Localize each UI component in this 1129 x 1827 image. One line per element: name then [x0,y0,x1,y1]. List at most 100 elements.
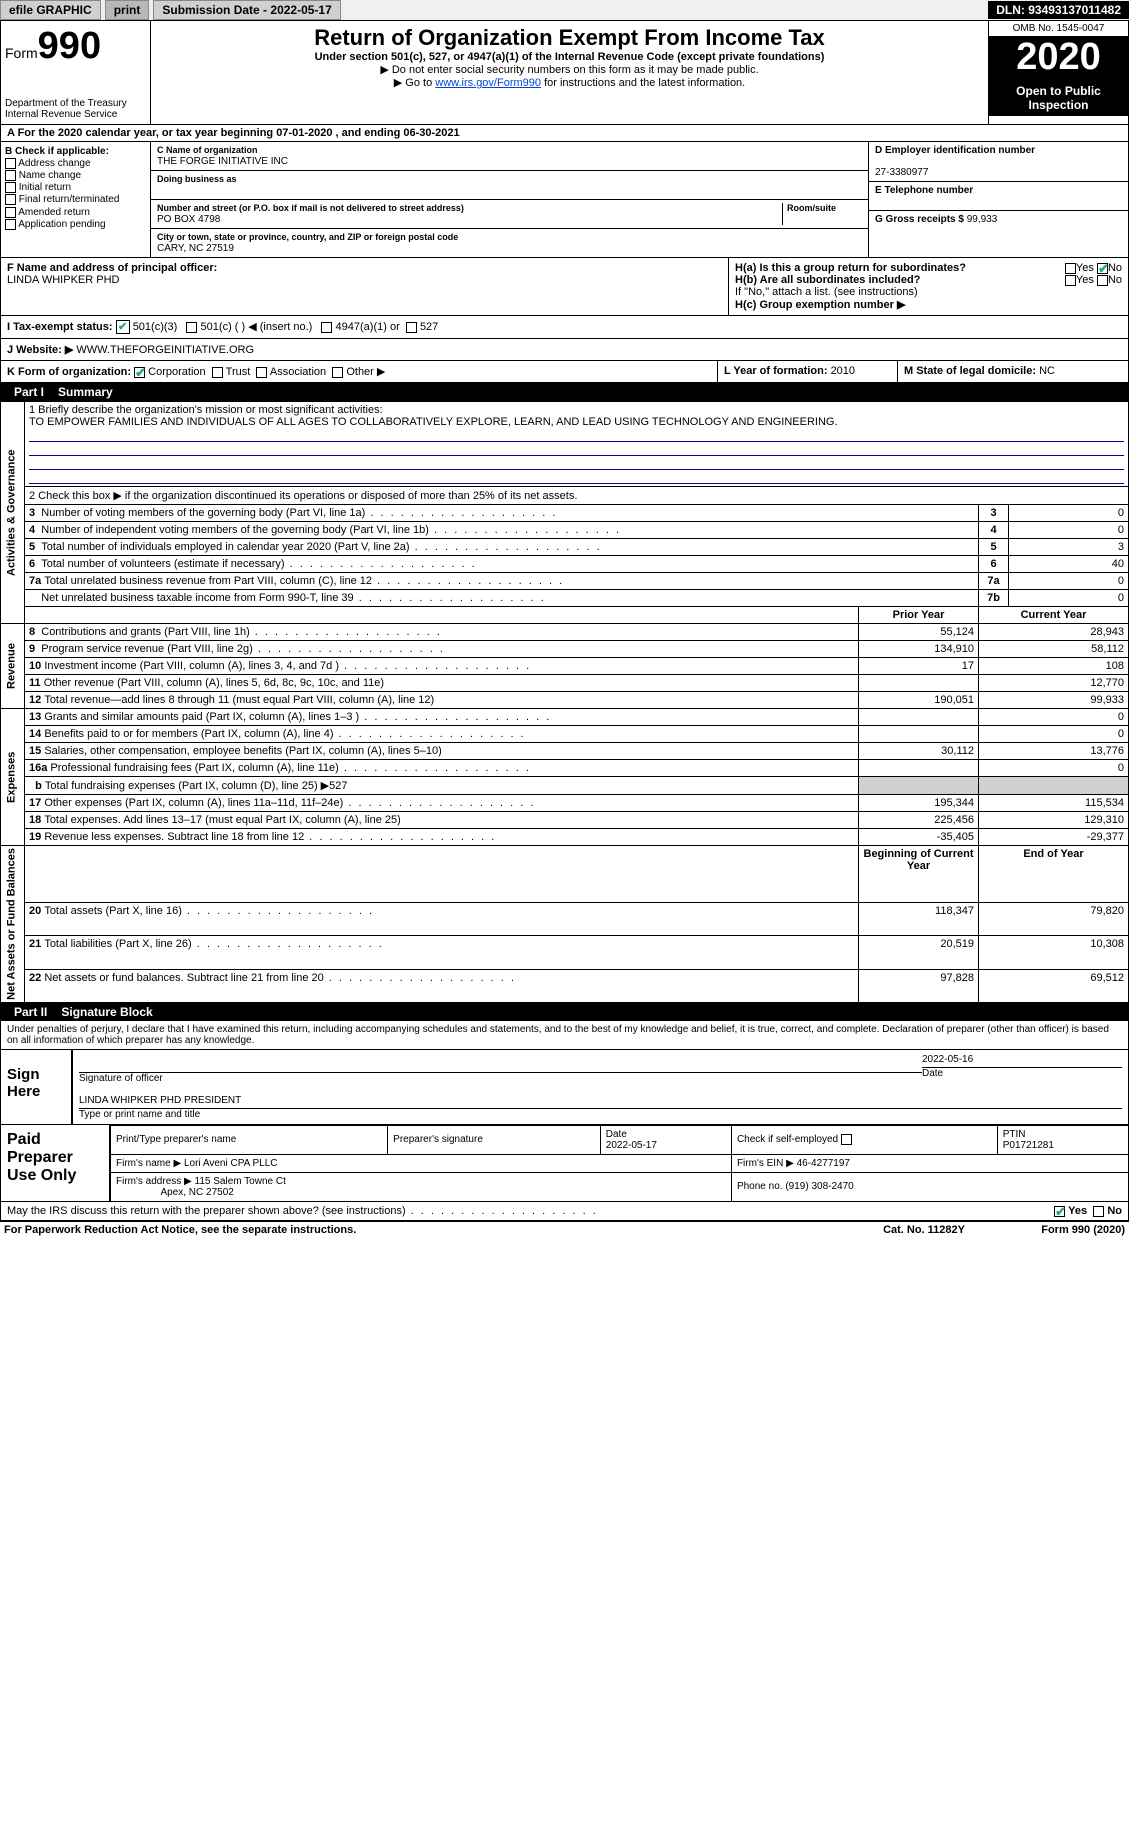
print-button[interactable]: print [105,0,150,20]
gross-receipts-label: G Gross receipts $ [875,214,967,225]
opt-501c3: 501(c)(3) [133,321,178,333]
line8-prior: 55,124 [859,624,979,641]
open-inspection: Open to Public Inspection [989,80,1128,116]
part1-title: Summary [58,385,113,399]
row-j: J Website: ▶ WWW.THEFORGEINITIATIVE.ORG [0,339,1129,361]
cb-corporation[interactable]: ✔ [134,367,145,378]
may-no: No [1107,1205,1122,1217]
form-number: 990 [38,25,101,67]
line7b-value: 0 [1009,590,1129,607]
ptin-label: PTIN [1003,1129,1026,1140]
row-fh: F Name and address of principal officer:… [0,258,1129,316]
year-cell: OMB No. 1545-0047 2020 Open to Public In… [988,21,1128,124]
cb-may-no[interactable] [1093,1206,1104,1217]
cb-may-yes[interactable]: ✔ [1054,1206,1065,1217]
cb-address-change[interactable]: Address change [5,158,146,169]
firm-phone-label: Phone no. [737,1181,785,1192]
dln-value: 93493137011482 [1028,3,1121,17]
cb-application-pending[interactable]: Application pending [5,219,146,230]
line13-text: Grants and similar amounts paid (Part IX… [44,711,551,723]
form-id-cell: Form990 Department of the Treasury Inter… [1,21,151,124]
line7a-value: 0 [1009,573,1129,590]
line16b-text: Total fundraising expenses (Part IX, col… [45,780,348,792]
summary-table: Activities & Governance 1 Briefly descri… [0,401,1129,1003]
ein-value: 27-3380977 [875,167,928,178]
line8-cur: 28,943 [979,624,1129,641]
group-expenses: Expenses [1,709,25,846]
line16a-text: Professional fundraising fees (Part IX, … [50,762,531,774]
preparer-name-label: Print/Type preparer's name [111,1125,388,1154]
signature-date-label: Date [922,1068,943,1079]
form-org-label: K Form of organization: [7,366,131,378]
line22-text: Net assets or fund balances. Subtract li… [44,972,516,984]
line10-text: Investment income (Part VIII, column (A)… [44,660,531,672]
ein-label: D Employer identification number [875,145,1035,156]
addr-value: PO BOX 4798 [157,214,220,225]
line-a-period: A For the 2020 calendar year, or tax yea… [0,125,1129,142]
opt-4947: 4947(a)(1) or [336,321,400,333]
section-l: L Year of formation: 2010 [718,361,898,382]
line4-text: Number of independent voting members of … [41,524,621,536]
signature-date: 2022-05-16 [922,1054,1122,1065]
line15-text: Salaries, other compensation, employee b… [44,745,441,757]
line21-prior: 20,519 [859,936,979,969]
city-value: CARY, NC 27519 [157,243,234,254]
website-value: WWW.THEFORGEINITIATIVE.ORG [76,344,254,356]
dept-treasury: Department of the Treasury [5,98,146,109]
line17-text: Other expenses (Part IX, column (A), lin… [44,797,535,809]
self-employed-label: Check if self-employed [737,1134,838,1145]
efile-label: efile GRAPHIC [0,0,101,20]
line7b-text: Net unrelated business taxable income fr… [41,592,546,604]
dln-label: DLN: [996,3,1028,17]
cb-name-change[interactable]: Name change [5,170,146,181]
line7a-text: Total unrelated business revenue from Pa… [44,575,564,587]
line15-prior: 30,112 [859,743,979,760]
paid-preparer-block: Paid Preparer Use Only Print/Type prepar… [0,1125,1129,1202]
paid-preparer-label: Paid Preparer Use Only [0,1125,110,1202]
line16b-prior [859,777,979,795]
cb-initial-return[interactable]: Initial return [5,182,146,193]
line4-value: 0 [1009,522,1129,539]
signature-name: LINDA WHIPKER PHD PRESIDENT [79,1095,1122,1106]
mission-label: 1 Briefly describe the organization's mi… [29,404,383,416]
sign-here-label: Sign Here [1,1050,71,1124]
hdr-prior-year: Prior Year [859,607,979,624]
phone-label: E Telephone number [875,185,973,196]
mission-text: TO EMPOWER FAMILIES AND INDIVIDUALS OF A… [29,416,838,428]
firm-addr-label: Firm's address ▶ [116,1176,192,1187]
hdr-current-year: Current Year [979,607,1129,624]
firm-addr1: 115 Salem Towne Ct [195,1176,286,1187]
tax-year: 2020 [989,36,1128,80]
h-c-label: H(c) Group exemption number ▶ [735,299,905,311]
line22-prior: 97,828 [859,969,979,1002]
firm-addr2: Apex, NC 27502 [160,1187,233,1198]
firm-name-label: Firm's name ▶ [116,1158,181,1169]
line12-cur: 99,933 [979,692,1129,709]
line17-cur: 115,534 [979,795,1129,812]
part2-number: Part II [8,1005,53,1019]
line18-cur: 129,310 [979,812,1129,829]
cb-self-employed[interactable] [841,1134,852,1145]
officer-label: F Name and address of principal officer: [7,262,217,274]
line22-cur: 69,512 [979,969,1129,1002]
line17-prior: 195,344 [859,795,979,812]
part1-number: Part I [8,385,50,399]
form-prefix: Form [5,45,38,61]
section-k: K Form of organization: ✔ Corporation Tr… [1,361,718,382]
opt-501c: 501(c) ( ) ◀ (insert no.) [201,321,313,333]
form-title-cell: Return of Organization Exempt From Incom… [151,21,988,124]
dba-label: Doing business as [157,174,237,184]
line21-cur: 10,308 [979,936,1129,969]
submission-date-label: Submission Date - [162,3,270,17]
org-info-block: B Check if applicable: Address change Na… [0,142,1129,258]
line12-text: Total revenue—add lines 8 through 11 (mu… [44,694,434,706]
cb-501c3[interactable]: ✔ [116,320,130,334]
form990-link[interactable]: www.irs.gov/Form990 [435,77,541,89]
declaration-text: Under penalties of perjury, I declare th… [0,1021,1129,1050]
section-f: F Name and address of principal officer:… [1,258,728,315]
cb-final-return[interactable]: Final return/terminated [5,194,146,205]
footer-catno: Cat. No. 11282Y [879,1224,969,1236]
cb-amended-return[interactable]: Amended return [5,207,146,218]
state-domicile-value: NC [1039,365,1055,377]
form-subtitle: Under section 501(c), 527, or 4947(a)(1)… [155,51,984,63]
